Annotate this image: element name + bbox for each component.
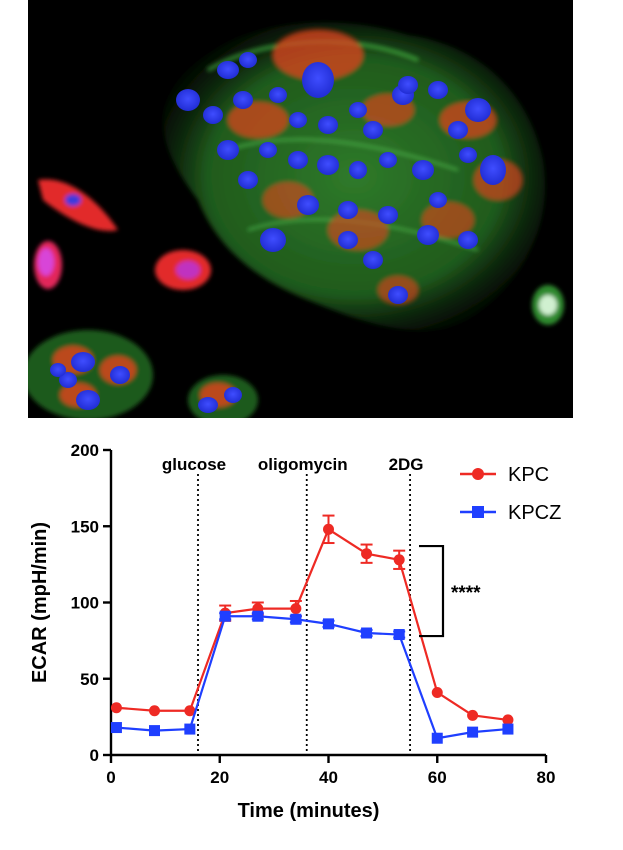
series-kpcz: [110, 610, 514, 744]
data-point: [502, 723, 514, 735]
data-point: [393, 629, 405, 641]
data-point: [393, 554, 405, 566]
data-point: [290, 613, 302, 625]
y-axis-title: ECAR (mpH/min): [29, 522, 51, 683]
legend-label: KPC: [508, 464, 549, 486]
data-point: [184, 723, 196, 735]
series-line: [116, 527, 509, 722]
event-label: oligomycin: [258, 455, 348, 474]
data-point: [110, 702, 122, 714]
data-point: [149, 725, 160, 737]
x-tick-label: 0: [106, 768, 115, 787]
legend-marker: [472, 468, 484, 480]
event-markers: glucose oligomycin 2DG: [162, 455, 424, 755]
data-point: [431, 732, 443, 744]
data-point: [323, 618, 334, 630]
legend: KPC KPCZ: [460, 464, 561, 524]
data-point: [431, 686, 443, 698]
isolated-cells: [34, 179, 564, 325]
event-label: 2DG: [389, 455, 424, 474]
legend-label: KPCZ: [508, 502, 561, 524]
x-tick-label: 80: [537, 768, 556, 787]
data-point: [467, 709, 479, 721]
series-layer: [110, 514, 514, 744]
significance-bracket: [419, 544, 445, 638]
y-tick-label: 50: [80, 670, 99, 689]
significance-annotation: ****: [419, 544, 481, 638]
data-point: [290, 603, 302, 615]
event-label: glucose: [162, 455, 226, 474]
data-point: [361, 627, 373, 639]
data-point: [110, 722, 122, 734]
x-axis-title: Time (minutes): [238, 800, 380, 822]
fluorescence-micrograph: [28, 0, 573, 418]
data-point: [502, 714, 514, 726]
data-point: [184, 705, 196, 717]
nuclei-bottom: [50, 352, 242, 413]
y-tick-label: 200: [71, 441, 99, 460]
x-tick-label: 60: [428, 768, 447, 787]
data-point: [252, 610, 264, 622]
data-point: [149, 705, 160, 717]
data-point: [467, 726, 479, 738]
data-point: [219, 610, 231, 622]
significance-stars: ****: [451, 583, 481, 604]
y-tick-label: 100: [71, 594, 99, 613]
axes: 0 50 100 150 200 0 20 40 60 80 Time (minutes) ECAR …: [29, 441, 555, 822]
nuclei: [176, 52, 506, 304]
data-point: [323, 523, 334, 535]
y-tick-label: 150: [71, 517, 99, 536]
legend-marker: [472, 506, 484, 518]
x-tick-label: 40: [319, 768, 338, 787]
legend-entry-kpcz: KPCZ: [460, 502, 561, 524]
ecar-chart: 0 50 100 150 200 0 20 40 60 80 Time (minutes) ECAR …: [29, 441, 561, 822]
series-line: [116, 615, 509, 740]
y-tick-label: 0: [90, 746, 99, 765]
x-tick-label: 20: [210, 768, 229, 787]
legend-entry-kpc: KPC: [460, 464, 549, 486]
data-point: [361, 548, 373, 560]
